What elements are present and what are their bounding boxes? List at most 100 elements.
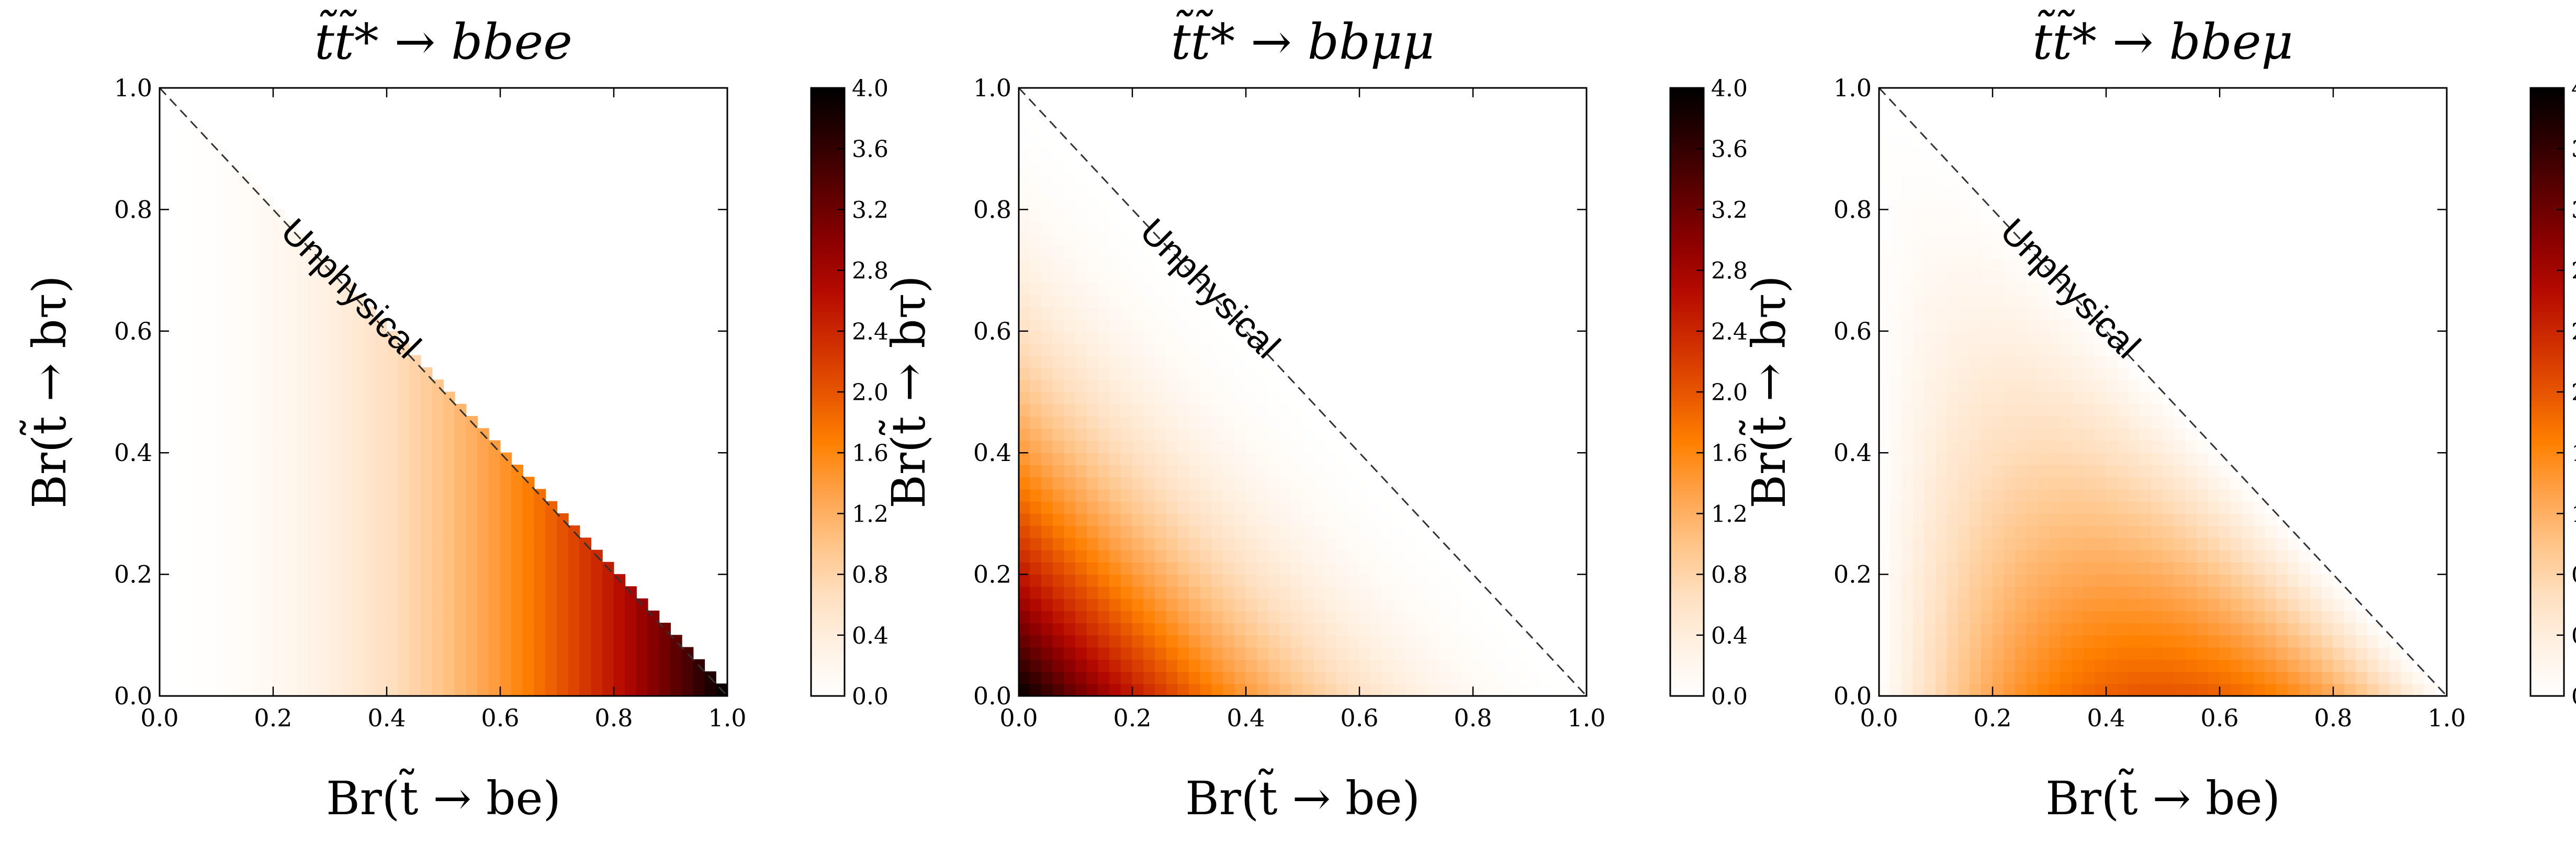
- heatmap-cell: [1981, 513, 1993, 526]
- heatmap-cell: [1279, 586, 1292, 599]
- heatmap-cell: [182, 270, 194, 283]
- heatmap-cell: [1970, 610, 1982, 624]
- heatmap-cell: [1075, 477, 1087, 490]
- heatmap-cell: [1325, 647, 1337, 660]
- heatmap-cell: [1461, 574, 1473, 587]
- heatmap-cell: [1120, 270, 1133, 283]
- heatmap-cell: [284, 379, 296, 392]
- heatmap-cell: [2128, 428, 2141, 441]
- heatmap-cell: [1890, 245, 1902, 258]
- heatmap-cell: [1166, 671, 1178, 684]
- heatmap-cell: [352, 343, 365, 356]
- heatmap-cell: [193, 233, 206, 246]
- heatmap-cell: [579, 549, 592, 563]
- heatmap-cell: [216, 306, 228, 320]
- heatmap-cell: [1484, 598, 1496, 611]
- heatmap-cell: [1404, 513, 1416, 526]
- heatmap-cell: [2276, 635, 2288, 648]
- heatmap-cell: [1325, 428, 1337, 441]
- heatmap-cell: [432, 635, 444, 648]
- heatmap-cell: [1200, 379, 1212, 392]
- heatmap-cell: [1924, 197, 1936, 210]
- heatmap-cell: [454, 683, 467, 696]
- heatmap-cell: [239, 428, 251, 441]
- heatmap-cell: [534, 623, 546, 636]
- heatmap-cell: [1518, 647, 1530, 660]
- heatmap-cell: [557, 635, 569, 648]
- heatmap-cell: [1427, 647, 1439, 660]
- heatmap-cell: [1245, 537, 1258, 550]
- heatmap-cell: [2231, 477, 2243, 490]
- heatmap-cell: [2094, 671, 2107, 684]
- heatmap-cell: [364, 331, 376, 344]
- heatmap-cell: [2106, 464, 2118, 478]
- heatmap-cell: [1370, 513, 1382, 526]
- heatmap-cell: [2231, 610, 2243, 624]
- heatmap-cell: [1098, 306, 1110, 320]
- heatmap-cell: [1064, 355, 1076, 368]
- heatmap-cell: [1109, 197, 1121, 210]
- heatmap-cell: [284, 513, 296, 526]
- heatmap-cell: [1958, 294, 1971, 307]
- heatmap-cell: [432, 623, 444, 636]
- heatmap-cell: [1924, 282, 1936, 295]
- heatmap-cell: [1154, 270, 1167, 283]
- heatmap-cell: [2083, 391, 2095, 404]
- heatmap-cell: [1970, 391, 1982, 404]
- heatmap-cell: [1302, 574, 1314, 587]
- heatmap-cell: [1052, 282, 1065, 295]
- heatmap-cell: [454, 623, 467, 636]
- heatmap-cell: [477, 574, 489, 587]
- heatmap-cell: [1438, 683, 1451, 696]
- heatmap-cell: [239, 233, 251, 246]
- heatmap-cell: [1041, 245, 1053, 258]
- heatmap-cell: [1041, 586, 1053, 599]
- heatmap-cell: [1901, 367, 1914, 380]
- heatmap-cell: [1970, 221, 1982, 234]
- heatmap-cell: [2106, 403, 2118, 417]
- heatmap-cell: [239, 623, 251, 636]
- heatmap-cell: [636, 623, 648, 636]
- heatmap-cell: [1518, 683, 1530, 696]
- heatmap-cell: [1279, 403, 1292, 417]
- heatmap-cell: [1234, 623, 1246, 636]
- heatmap-cell: [2163, 440, 2175, 453]
- heatmap-cell: [1992, 282, 2005, 295]
- heatmap-cell: [2219, 610, 2232, 624]
- heatmap-cell: [420, 440, 433, 453]
- heatmap-cell: [1302, 561, 1314, 575]
- heatmap-cell: [1120, 257, 1133, 271]
- heatmap-cell: [2094, 403, 2107, 417]
- heatmap-cell: [1336, 574, 1348, 587]
- heatmap-cell: [239, 464, 251, 478]
- heatmap-cell: [1041, 501, 1053, 514]
- heatmap-cell: [182, 343, 194, 356]
- heatmap-cell: [647, 683, 660, 696]
- heatmap-cell: [1878, 549, 1891, 563]
- heatmap-cell: [1064, 623, 1076, 636]
- heatmap-cell: [1223, 319, 1235, 332]
- heatmap-cell: [284, 257, 296, 271]
- heatmap-cell: [1041, 647, 1053, 660]
- heatmap-cell: [1913, 610, 1925, 624]
- heatmap-cell: [239, 647, 251, 660]
- heatmap-cell: [1958, 319, 1971, 332]
- heatmap-cell: [477, 489, 489, 502]
- heatmap-cell: [261, 586, 274, 599]
- heatmap-cell: [2106, 525, 2118, 538]
- heatmap-cell: [1098, 659, 1110, 672]
- heatmap-cell: [534, 635, 546, 648]
- colorbar-tick-label: 2.0: [2571, 379, 2576, 406]
- heatmap-cell: [1098, 598, 1110, 611]
- heatmap-cell: [352, 403, 365, 417]
- heatmap-cell: [1279, 647, 1292, 660]
- heatmap-cell: [1041, 148, 1053, 161]
- heatmap-cell: [1450, 586, 1462, 599]
- heatmap-cell: [1030, 647, 1042, 660]
- heatmap-cell: [171, 197, 183, 210]
- heatmap-cell: [2015, 306, 2027, 320]
- heatmap-cell: [1461, 623, 1473, 636]
- heatmap-cell: [1461, 683, 1473, 696]
- heatmap-cell: [454, 561, 467, 575]
- heatmap-cell: [1177, 623, 1189, 636]
